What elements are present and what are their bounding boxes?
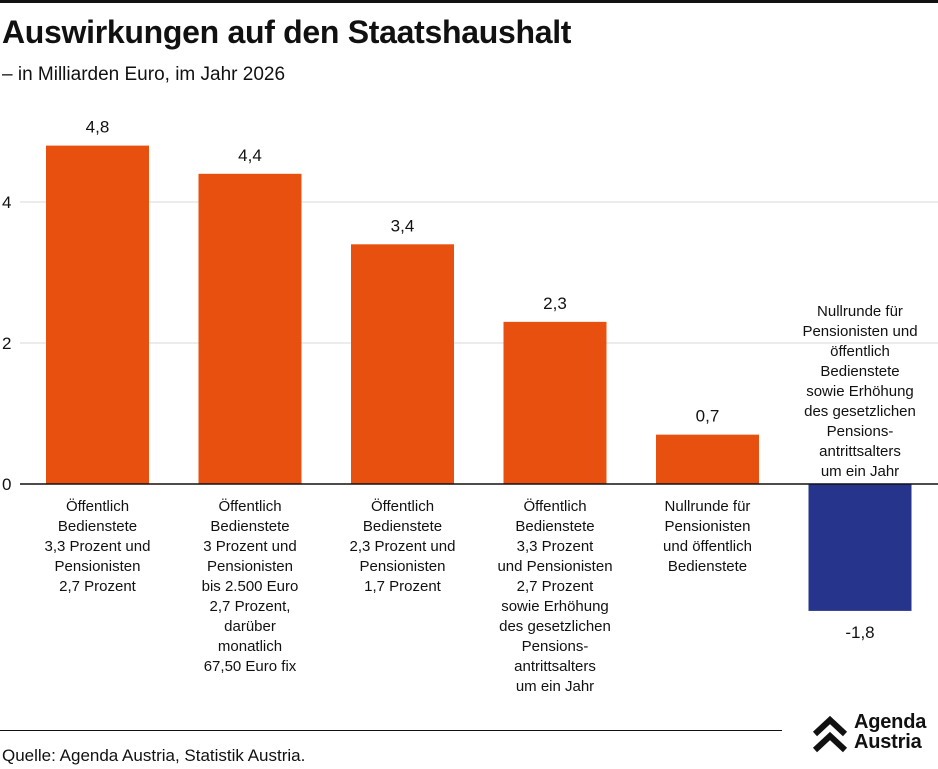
- chart-title: Auswirkungen auf den Staatshaushalt: [2, 14, 572, 50]
- agenda-austria-logo-mark-icon: [812, 715, 848, 753]
- logo-line-2: Austria: [854, 731, 922, 753]
- category-label-line: öffentlich: [830, 343, 890, 360]
- category-label-line: Nullrunde für: [817, 303, 903, 320]
- category-label-line: Öffentlich: [371, 497, 434, 515]
- data-label: -1,8: [845, 623, 874, 642]
- category-label-line: 1,7 Prozent: [364, 578, 442, 595]
- category-label-line: um ein Jahr: [821, 463, 899, 480]
- data-label: 3,4: [391, 216, 415, 235]
- category-label-line: Öffentlich: [218, 497, 281, 515]
- category-label-line: sowie Erhöhung: [806, 383, 914, 400]
- category-label: Öffentlich Bedienstete 3,3 Prozent und Pens…: [45, 497, 151, 595]
- chart-subtitle: – in Milliarden Euro, im Jahr 2026: [2, 64, 286, 85]
- y-tick-label: 2: [2, 334, 11, 353]
- category-label-line: monatlich: [218, 638, 282, 655]
- category-label-line: 3,3 Prozent: [517, 538, 595, 555]
- category-label-line: und öffentlich: [663, 538, 752, 555]
- bar: [656, 434, 759, 484]
- bar-chart: 0 2 4 4,8 Öffentlich Bedienstete 3,3 Prozent u…: [2, 118, 938, 695]
- category-label-line: um ein Jahr: [516, 678, 594, 695]
- category-label-line: Bedienstete: [58, 518, 137, 535]
- category-label-line: 67,50 Euro fix: [204, 658, 297, 675]
- y-tick-label: 0: [2, 475, 11, 494]
- category-label: Öffentlich Bedienstete 3 Prozent und Pensio…: [202, 497, 299, 675]
- bar: [46, 145, 149, 484]
- bar: [503, 321, 607, 484]
- category-label-line: des gesetzlichen: [804, 403, 916, 420]
- source-note: Quelle: Agenda Austria, Statistik Austri…: [2, 746, 306, 765]
- category-label-line: antrittsalters: [514, 658, 596, 675]
- category-label-line: 2,7 Prozent: [517, 578, 595, 595]
- category-label-line: Nullrunde für: [665, 498, 751, 515]
- category-label-line: 3,3 Prozent und: [45, 538, 151, 555]
- category-label: Öffentlich Bedienstete 3,3 Prozent und Pens…: [497, 497, 612, 695]
- category-label: Öffentlich Bedienstete 2,3 Prozent und Pens…: [350, 497, 456, 595]
- data-label: 2,3: [543, 294, 567, 313]
- data-label: 0,7: [696, 407, 720, 426]
- category-label-line: 3 Prozent und: [203, 538, 296, 555]
- bar: [198, 173, 302, 485]
- category-label-line: 2,3 Prozent und: [350, 538, 456, 555]
- category-label-line: Bedienstete: [820, 363, 899, 380]
- bar: [808, 484, 912, 611]
- data-label: 4,4: [238, 146, 262, 165]
- category-label-line: Pensionisten: [665, 518, 751, 535]
- logo-line-1: Agenda: [854, 711, 927, 733]
- category-label-line: Bedienstete: [363, 518, 442, 535]
- category-label-line: Bedienstete: [210, 518, 289, 535]
- category-label-line: Pensions-: [522, 638, 589, 655]
- top-rule: [0, 0, 938, 3]
- category-label-line: und Pensionisten: [497, 558, 612, 575]
- category-label-line: Bedienstete: [668, 558, 747, 575]
- logo-wordmark: Agenda Austria: [854, 712, 926, 752]
- category-label-line: Bedienstete: [515, 518, 594, 535]
- category-label-line: Pensionisten: [207, 558, 293, 575]
- category-label-line: sowie Erhöhung: [501, 598, 609, 615]
- category-label-line: Öffentlich: [523, 497, 586, 515]
- category-label-line: 2,7 Prozent,: [210, 598, 291, 615]
- category-label-line: Pensions-: [827, 423, 894, 440]
- category-label: Nullrunde für Pensionisten und öffentlich B…: [802, 303, 917, 480]
- category-label-line: Pensionisten und: [802, 323, 917, 340]
- category-label-line: antrittsalters: [819, 443, 901, 460]
- category-label-line: des gesetzlichen: [499, 618, 611, 635]
- y-tick-label: 4: [2, 193, 11, 212]
- category-label-line: Pensionisten: [360, 558, 446, 575]
- agenda-austria-logo: Agenda Austria: [812, 712, 938, 756]
- category-label-line: Öffentlich: [66, 497, 129, 515]
- category-label-line: bis 2.500 Euro: [202, 578, 299, 595]
- data-label: 4,8: [86, 118, 110, 137]
- category-label: Nullrunde für Pensionisten und öffentlich B…: [663, 498, 752, 575]
- footer-rule: [0, 730, 782, 731]
- category-label-line: darüber: [224, 618, 276, 635]
- category-label-line: Pensionisten: [55, 558, 141, 575]
- category-label-line: 2,7 Prozent: [59, 578, 137, 595]
- bar: [351, 244, 454, 484]
